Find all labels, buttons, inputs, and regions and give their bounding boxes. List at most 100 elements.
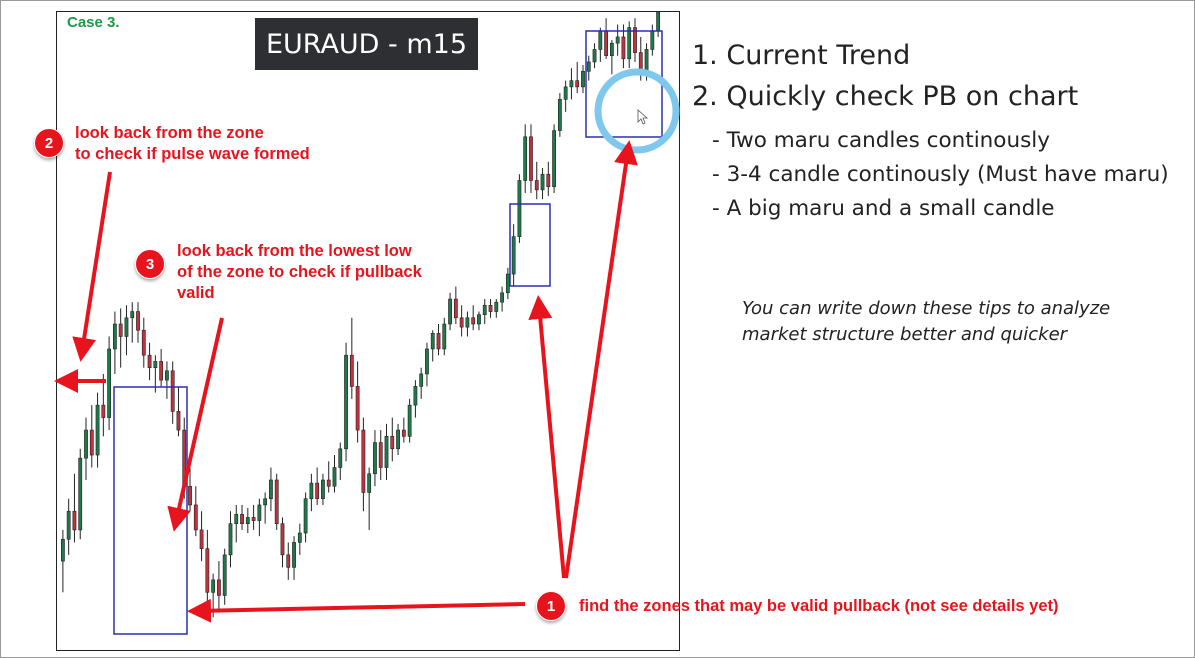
candle-body [147, 354, 152, 368]
candle [482, 299, 487, 324]
candle-body [153, 361, 158, 368]
candle-body [638, 52, 643, 75]
candle-body [407, 404, 412, 437]
note-3-line-3: valid [177, 284, 215, 302]
candle-body [505, 273, 510, 294]
candle [471, 305, 476, 331]
candle-body [107, 348, 112, 418]
candle-body [488, 304, 493, 312]
candle [344, 342, 348, 462]
candle-body [222, 554, 227, 596]
candle [222, 548, 227, 605]
candle-body [650, 30, 655, 50]
candle-body [315, 482, 320, 500]
candle [598, 27, 603, 62]
candle [592, 43, 597, 69]
candle-body [303, 498, 308, 534]
rule-sub-3: - A big maru and a small candle [712, 196, 1055, 221]
candle [292, 536, 296, 580]
candle [569, 68, 574, 100]
candle [321, 473, 325, 505]
candle-body [413, 386, 418, 406]
candle [234, 504, 239, 543]
candle-body [274, 479, 279, 524]
candle-body [633, 27, 637, 53]
candle [72, 473, 77, 543]
candle-body [234, 514, 239, 524]
candle-body [72, 510, 77, 531]
candle-body [170, 370, 175, 412]
candlestick-chart [61, 12, 660, 618]
candle [257, 498, 262, 537]
candle-body [349, 354, 354, 387]
candle-body [89, 429, 94, 456]
candle [425, 342, 429, 387]
badge-1: 1 [536, 591, 566, 621]
price-chart-panel [56, 11, 680, 651]
candle-body [494, 301, 499, 312]
candle-body [309, 482, 314, 500]
candle [309, 473, 314, 512]
candle-body [482, 304, 487, 315]
candle-body [592, 49, 597, 63]
candle-body [442, 323, 447, 350]
candle [494, 299, 499, 318]
candle-body [390, 436, 395, 450]
candle [384, 423, 389, 480]
candle-body [615, 36, 620, 44]
candle-body [517, 180, 522, 237]
candle-body [217, 579, 221, 596]
candle-body [373, 442, 377, 475]
candle [650, 24, 655, 56]
candle [396, 423, 400, 456]
candle-body [534, 180, 539, 191]
candle-body [453, 298, 458, 319]
candle [552, 124, 556, 193]
candle [170, 361, 175, 424]
candle-body [384, 436, 389, 468]
candle [251, 504, 256, 530]
candle-body [586, 61, 591, 72]
candle [448, 292, 452, 331]
candle-body [130, 311, 135, 319]
candle-body [471, 317, 476, 325]
candle [442, 317, 447, 356]
candle [644, 43, 649, 81]
tip-line-1: You can write down these tips to analyze [742, 298, 1111, 319]
candle-body [66, 510, 71, 540]
candle [419, 367, 424, 399]
candle-body [321, 479, 325, 500]
candle-body [338, 448, 343, 468]
candle-body [523, 136, 528, 181]
rule-current-trend: 1. Current Trend [692, 40, 911, 71]
candle-body [95, 404, 100, 456]
candle [621, 24, 626, 69]
candle [217, 561, 221, 612]
candle-body [396, 429, 400, 450]
candle [240, 504, 244, 530]
candle [355, 361, 360, 443]
candle-body [425, 348, 429, 375]
candle [182, 417, 187, 499]
candle [95, 392, 100, 468]
candle-body [361, 429, 366, 493]
candle [505, 267, 510, 300]
candle-body [575, 80, 580, 88]
chart-title: EURAUD - m15 [255, 18, 478, 70]
candle [361, 417, 366, 512]
candle-body [326, 479, 331, 487]
candle-body [569, 80, 574, 88]
candle [557, 93, 562, 137]
candle [205, 529, 210, 605]
candle [332, 455, 337, 493]
candle-body [297, 532, 302, 543]
note-2: look back from the zone to check if puls… [75, 123, 310, 165]
candle-body [656, 12, 660, 32]
candle [523, 124, 528, 193]
candle [638, 36, 643, 81]
candle-body [621, 36, 626, 60]
candle [407, 398, 412, 443]
candle-body [644, 49, 649, 75]
candle-body [199, 529, 204, 549]
candle-body [378, 442, 383, 468]
